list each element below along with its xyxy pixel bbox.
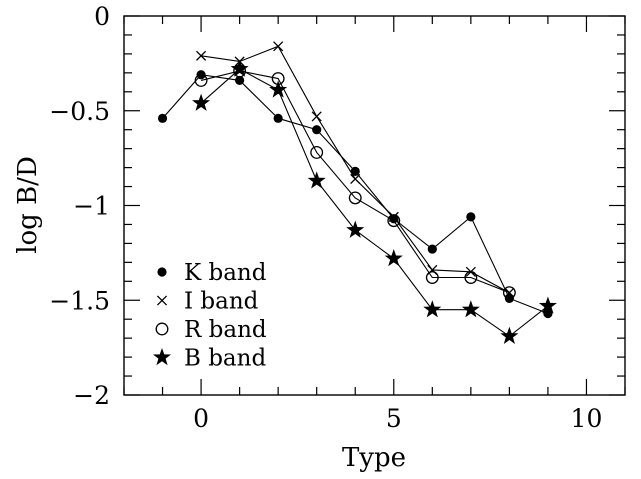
cross-stroke xyxy=(350,173,361,185)
legend-label-b-band: B band xyxy=(184,346,266,372)
legend-marker-b-band xyxy=(152,348,172,366)
data-point-b-band xyxy=(461,300,480,318)
x-tick-label: 0 xyxy=(193,404,209,433)
series-line-b-band xyxy=(200,68,549,337)
legend-label-r-band: R band xyxy=(184,317,267,343)
cross-stroke xyxy=(196,50,207,61)
data-point-r-band xyxy=(387,214,401,228)
data-point-r-band xyxy=(425,271,439,284)
legend-label-i-band: I band xyxy=(184,289,259,315)
data-point-b-band xyxy=(230,59,249,77)
data-point-k-band xyxy=(273,113,283,123)
data-point-b-band xyxy=(384,249,403,267)
x-axis-label: Type xyxy=(342,443,406,473)
legend-label-k-band: K band xyxy=(184,260,267,286)
data-point-i-band xyxy=(196,50,207,61)
cross-stroke xyxy=(504,287,515,298)
data-point-r-band xyxy=(348,191,362,205)
data-point-i-band xyxy=(504,287,515,298)
ticks-layer: 0 5 10 0 −0.5 −1 −1.5 −2 xyxy=(49,2,626,433)
data-point-b-band xyxy=(500,326,519,344)
data-point-b-band xyxy=(307,171,326,189)
data-point-k-band xyxy=(312,125,322,135)
data-point-r-band xyxy=(502,286,516,300)
series-line-r-band xyxy=(200,70,510,294)
data-point-r-band xyxy=(194,73,208,87)
data-point-i-band xyxy=(273,41,284,52)
x-tick-label: 5 xyxy=(386,404,402,433)
y-tick-label: −0.5 xyxy=(49,97,110,126)
cross-stroke xyxy=(388,211,399,222)
cross-stroke xyxy=(311,111,322,122)
data-point-b-band xyxy=(269,80,288,98)
data-point-k-band xyxy=(157,113,168,123)
data-point-k-band xyxy=(350,166,360,176)
data-point-i-band xyxy=(388,211,399,222)
data-point-b-band xyxy=(423,300,442,318)
y-tick-label: 0 xyxy=(94,2,110,31)
data-point-i-band xyxy=(350,173,361,185)
y-tick-label: −1.5 xyxy=(49,286,110,315)
data-point-b-band xyxy=(538,296,557,314)
cross-stroke xyxy=(156,295,168,306)
data-point-k-band xyxy=(389,214,399,224)
x-tick-label: 10 xyxy=(571,404,603,433)
series-markers-layer xyxy=(157,41,557,344)
data-point-k-band xyxy=(427,244,437,254)
data-point-b-band xyxy=(192,93,211,111)
data-point-i-band xyxy=(311,111,322,122)
y-axis-label: log B/D xyxy=(13,156,43,254)
cross-stroke xyxy=(273,41,284,52)
data-point-r-band xyxy=(310,145,324,159)
legend-marker-r-band xyxy=(155,322,169,336)
data-point-r-band xyxy=(464,271,478,284)
data-point-k-band xyxy=(235,75,245,86)
data-point-k-band xyxy=(466,212,476,222)
legend-marker-k-band xyxy=(157,267,167,277)
legend-marker-i-band xyxy=(156,295,168,306)
y-tick-label: −2 xyxy=(73,381,110,410)
data-point-b-band xyxy=(346,220,365,238)
y-tick-label: −1 xyxy=(73,192,110,221)
